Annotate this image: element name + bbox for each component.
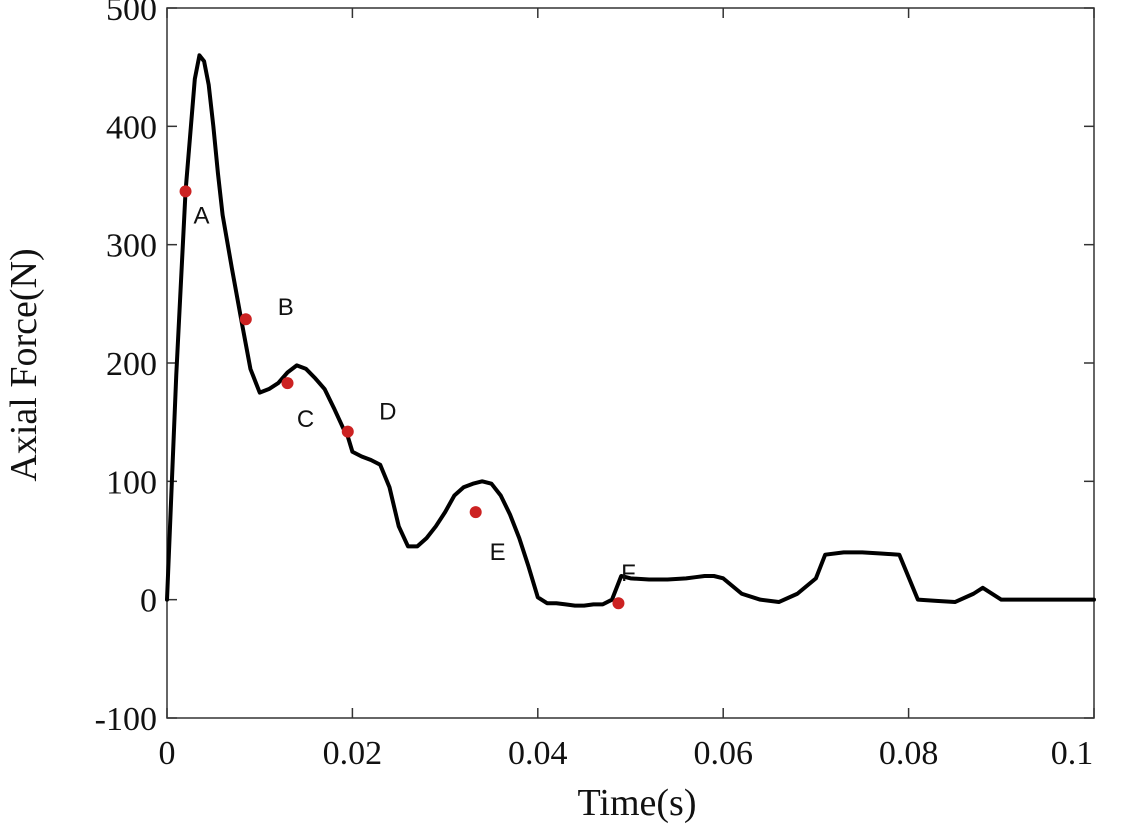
point-label-c: C <box>297 406 314 433</box>
x-tick-label: 0.1 <box>1051 735 1094 772</box>
point-label-a: A <box>194 202 210 229</box>
axial-force-line <box>165 53 1096 608</box>
point-markers: A B C D E F <box>179 185 636 610</box>
y-tick-label: -100 <box>95 701 157 738</box>
point-marker-f <box>612 597 625 610</box>
point-marker-a <box>179 185 192 198</box>
x-tick-label: 0.08 <box>879 735 939 772</box>
x-tick-label: 0 <box>159 735 176 772</box>
x-axis: 0 0.02 0.04 0.06 0.08 0.1 <box>159 8 1095 772</box>
x-tick-label: 0.06 <box>693 735 753 772</box>
point-marker-e <box>469 506 482 519</box>
x-axis-title: Time(s) <box>578 782 697 824</box>
point-label-d: D <box>379 399 396 426</box>
point-label-b: B <box>278 294 294 321</box>
point-marker-d <box>341 425 354 438</box>
y-axis-title: Axial Force(N) <box>3 248 45 481</box>
x-tick-label: 0.02 <box>323 735 383 772</box>
y-axis: -100 0 100 200 300 400 500 <box>95 0 1094 738</box>
point-marker-c <box>281 377 294 390</box>
x-tick-label: 0.04 <box>508 735 568 772</box>
y-tick-label: 200 <box>106 346 157 383</box>
y-tick-label: 400 <box>106 109 157 146</box>
plot-frame <box>166 7 1095 719</box>
point-marker-b <box>239 313 252 326</box>
y-tick-label: 0 <box>140 583 157 620</box>
y-tick-label: 500 <box>106 0 157 28</box>
y-tick-label: 100 <box>106 464 157 501</box>
point-label-e: E <box>490 539 506 566</box>
point-label-f: F <box>621 560 636 587</box>
y-tick-label: 300 <box>106 228 157 265</box>
